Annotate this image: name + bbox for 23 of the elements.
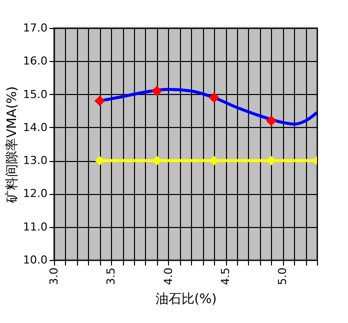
point: [266, 116, 277, 126]
point: [208, 92, 220, 103]
y-axis-title: 矿料间隙率VMA(%): [4, 86, 20, 204]
y-tick-label: 17.0: [23, 22, 48, 34]
point: [266, 156, 276, 166]
point: [152, 86, 162, 96]
x-tick-label: 4.0: [162, 268, 175, 285]
y-tick-label: 14.0: [23, 120, 48, 134]
y-tick-label: 12.0: [23, 187, 48, 200]
y-tick-label: 15.0: [23, 88, 48, 101]
point: [152, 156, 162, 166]
point: [94, 156, 104, 166]
y-tick-label: 10.0: [23, 254, 48, 266]
x-tick-label: 3.5: [104, 268, 118, 285]
y-tick-label: 13.0: [23, 154, 48, 168]
x-tick-label: 3.0: [48, 268, 60, 285]
y-tick-label: 11.0: [23, 220, 48, 234]
x-tick-label: 4.5: [219, 268, 232, 285]
x-tick-label: 5.0: [276, 268, 290, 285]
x-axis-title: 油石比(%): [155, 292, 217, 307]
point: [209, 156, 219, 166]
y-tick-label: 16.0: [23, 54, 48, 68]
point: [94, 96, 105, 106]
